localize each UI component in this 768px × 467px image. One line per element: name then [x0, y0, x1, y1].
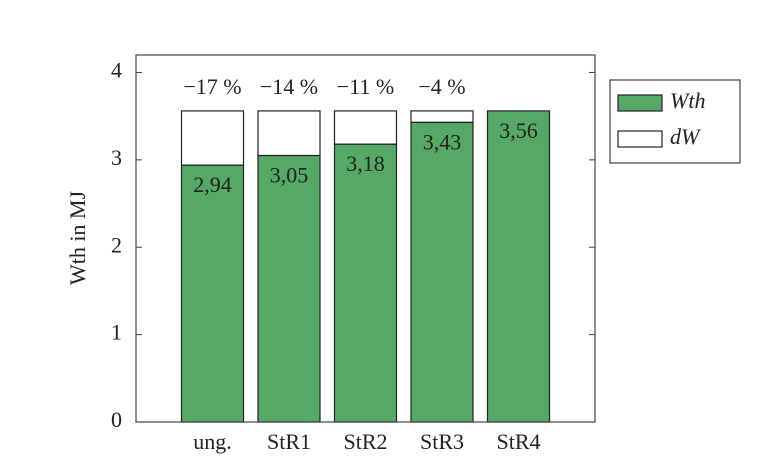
y-tick-label: 4: [111, 58, 122, 83]
bar-segment: [333, 143, 398, 423]
bar-segment: [410, 121, 474, 423]
legend-label: Wth: [670, 88, 705, 113]
value-label: 3,56: [499, 118, 538, 143]
legend-swatch: [617, 94, 663, 112]
value-label: −4 %: [418, 74, 465, 99]
bar-segment: [257, 154, 321, 423]
bar-segment: [486, 110, 551, 423]
value-label: 3,18: [346, 151, 385, 176]
value-label: −11 %: [337, 74, 394, 99]
y-tick-label: 3: [111, 145, 122, 170]
bar-segment: [180, 164, 245, 423]
value-label: 2,94: [193, 172, 232, 197]
legend-swatch: [617, 130, 663, 148]
value-label: 3,05: [270, 163, 309, 188]
y-tick-label: 2: [111, 232, 122, 257]
value-label: 3,43: [423, 129, 462, 154]
x-tick-label: StR2: [343, 429, 387, 454]
y-tick-label: 0: [111, 407, 122, 432]
bar-segment: [180, 110, 245, 166]
x-tick-label: StR1: [267, 429, 311, 454]
y-axis-label: Wth in MJ: [65, 191, 90, 286]
bar-segment: [257, 110, 321, 157]
bar-segment: [333, 110, 398, 145]
x-tick-label: ung.: [193, 429, 232, 454]
x-tick-label: StR4: [496, 429, 540, 454]
bar-segment: [410, 110, 474, 123]
plot-frame: [135, 54, 596, 423]
legend-box: [609, 79, 741, 164]
legend-label: dW: [670, 124, 701, 149]
y-tick-label: 1: [111, 320, 122, 345]
value-label: −14 %: [260, 74, 318, 99]
value-label: −17 %: [183, 74, 241, 99]
x-tick-label: StR3: [420, 429, 464, 454]
